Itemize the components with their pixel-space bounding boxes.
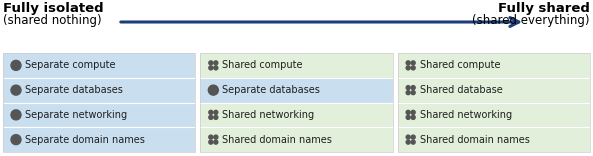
Text: Shared database: Shared database xyxy=(420,85,502,95)
Bar xyxy=(200,53,393,152)
Circle shape xyxy=(208,85,218,95)
Bar xyxy=(3,102,195,127)
Circle shape xyxy=(11,110,21,120)
Text: Separate networking: Separate networking xyxy=(25,110,127,120)
Bar xyxy=(3,53,195,78)
Circle shape xyxy=(411,115,415,119)
Text: Shared compute: Shared compute xyxy=(420,60,500,70)
Bar xyxy=(3,53,195,152)
Text: Shared domain names: Shared domain names xyxy=(420,135,530,145)
Circle shape xyxy=(11,85,21,95)
Text: Separate domain names: Separate domain names xyxy=(25,135,145,145)
Circle shape xyxy=(406,91,410,95)
Circle shape xyxy=(209,135,213,139)
Bar xyxy=(398,53,590,78)
Bar xyxy=(398,53,590,152)
Circle shape xyxy=(411,135,415,139)
Circle shape xyxy=(411,140,415,144)
Text: Separate compute: Separate compute xyxy=(25,60,116,70)
Text: Fully shared: Fully shared xyxy=(498,2,590,15)
Circle shape xyxy=(411,110,415,114)
Circle shape xyxy=(406,135,410,139)
Text: (shared everything): (shared everything) xyxy=(473,14,590,27)
Circle shape xyxy=(214,110,218,114)
Circle shape xyxy=(411,86,415,90)
Circle shape xyxy=(214,61,218,65)
Text: Separate databases: Separate databases xyxy=(222,85,320,95)
Text: Shared domain names: Shared domain names xyxy=(222,135,332,145)
Circle shape xyxy=(214,140,218,144)
Circle shape xyxy=(209,115,213,119)
Circle shape xyxy=(209,61,213,65)
Circle shape xyxy=(406,140,410,144)
Circle shape xyxy=(411,91,415,95)
Circle shape xyxy=(406,115,410,119)
Bar xyxy=(3,78,195,102)
Circle shape xyxy=(406,61,410,65)
Bar xyxy=(3,127,195,152)
Bar xyxy=(200,102,393,127)
Bar xyxy=(200,53,393,78)
Circle shape xyxy=(406,86,410,90)
Circle shape xyxy=(411,66,415,70)
Circle shape xyxy=(214,135,218,139)
Text: Shared networking: Shared networking xyxy=(420,110,512,120)
Circle shape xyxy=(214,66,218,70)
Circle shape xyxy=(209,140,213,144)
Circle shape xyxy=(11,60,21,70)
Text: Shared compute: Shared compute xyxy=(222,60,303,70)
Bar xyxy=(200,127,393,152)
Bar xyxy=(200,78,393,102)
Circle shape xyxy=(406,110,410,114)
Circle shape xyxy=(209,66,213,70)
Bar xyxy=(398,102,590,127)
Circle shape xyxy=(214,115,218,119)
Text: (shared nothing): (shared nothing) xyxy=(3,14,101,27)
Circle shape xyxy=(411,61,415,65)
Text: Shared networking: Shared networking xyxy=(222,110,314,120)
Bar xyxy=(398,78,590,102)
Circle shape xyxy=(11,135,21,145)
Text: Fully isolated: Fully isolated xyxy=(3,2,104,15)
Circle shape xyxy=(209,110,213,114)
Text: Separate databases: Separate databases xyxy=(25,85,123,95)
Bar xyxy=(398,127,590,152)
Circle shape xyxy=(406,66,410,70)
